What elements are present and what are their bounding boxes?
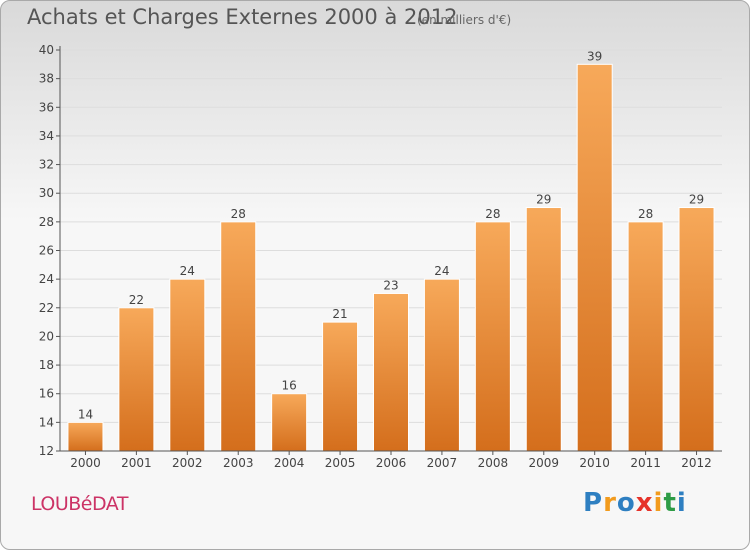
y-tick-label: 30	[39, 186, 54, 200]
x-tick-label: 2008	[478, 456, 509, 470]
x-tick-label: 2006	[376, 456, 407, 470]
y-tick-label: 40	[39, 43, 54, 57]
x-tick-label: 2005	[325, 456, 356, 470]
y-tick-label: 36	[39, 100, 54, 114]
y-tick-label: 22	[39, 301, 54, 315]
bar	[627, 221, 664, 452]
y-tick-label: 24	[39, 272, 54, 286]
y-tick-label: 26	[39, 244, 54, 258]
y-tick-label: 38	[39, 72, 54, 86]
logo-letter: P	[583, 488, 604, 518]
bar	[576, 63, 613, 452]
bar	[118, 307, 155, 452]
chart-subtitle: (en milliers d'€)	[417, 13, 512, 27]
y-tick-label: 16	[39, 387, 54, 401]
data-label: 39	[587, 49, 602, 63]
proxiti-logo: Proxiti	[583, 488, 687, 518]
commune-name: LOUBéDAT	[31, 493, 128, 515]
data-label: 28	[638, 207, 653, 221]
bar	[67, 421, 104, 452]
x-tick-label: 2012	[681, 456, 712, 470]
bar	[322, 321, 359, 452]
data-label: 28	[231, 207, 246, 221]
logo-letter: i	[676, 488, 687, 518]
bar	[169, 278, 206, 452]
y-tick-label: 32	[39, 158, 54, 172]
bar	[525, 207, 562, 452]
logo-letter: o	[616, 488, 636, 518]
x-tick-label: 2002	[172, 456, 203, 470]
bar	[474, 221, 511, 452]
chart-title: Achats et Charges Externes 2000 à 2012	[27, 5, 458, 29]
x-tick-label: 2010	[579, 456, 610, 470]
logo-letter: x	[635, 488, 654, 518]
labels: 12 14 16 18 20 22 24 26 28 30 32 34 36 38 40 14 2000 22 20…	[39, 43, 712, 470]
bar	[423, 278, 460, 452]
axes	[56, 46, 722, 455]
bar	[373, 292, 409, 452]
logo-letter: r	[603, 488, 617, 518]
y-tick-label: 20	[39, 329, 54, 343]
x-tick-label: 2004	[274, 456, 305, 470]
y-tick-label: 12	[39, 444, 54, 458]
y-tick-label: 34	[39, 129, 54, 143]
x-tick-label: 2009	[528, 456, 559, 470]
data-label: 28	[485, 207, 500, 221]
data-label: 24	[180, 264, 195, 278]
bar	[678, 207, 715, 452]
x-tick-label: 2007	[427, 456, 458, 470]
x-tick-label: 2003	[223, 456, 254, 470]
x-tick-label: 2011	[630, 456, 661, 470]
data-label: 22	[129, 293, 144, 307]
x-tick-label: 2000	[70, 456, 101, 470]
data-label: 16	[282, 379, 297, 393]
data-label: 23	[383, 278, 398, 292]
y-tick-label: 18	[39, 358, 54, 372]
logo-letter: i	[653, 488, 664, 518]
data-label: 14	[78, 407, 93, 421]
data-label: 21	[332, 307, 347, 321]
bars	[67, 63, 715, 452]
y-tick-label: 28	[39, 215, 54, 229]
data-label: 29	[536, 193, 551, 207]
bar	[271, 393, 308, 452]
logo-letter: t	[663, 488, 677, 518]
y-tick-label: 14	[39, 415, 54, 429]
x-tick-label: 2001	[121, 456, 152, 470]
bar	[220, 221, 257, 452]
data-label: 29	[689, 193, 704, 207]
data-label: 24	[434, 264, 449, 278]
